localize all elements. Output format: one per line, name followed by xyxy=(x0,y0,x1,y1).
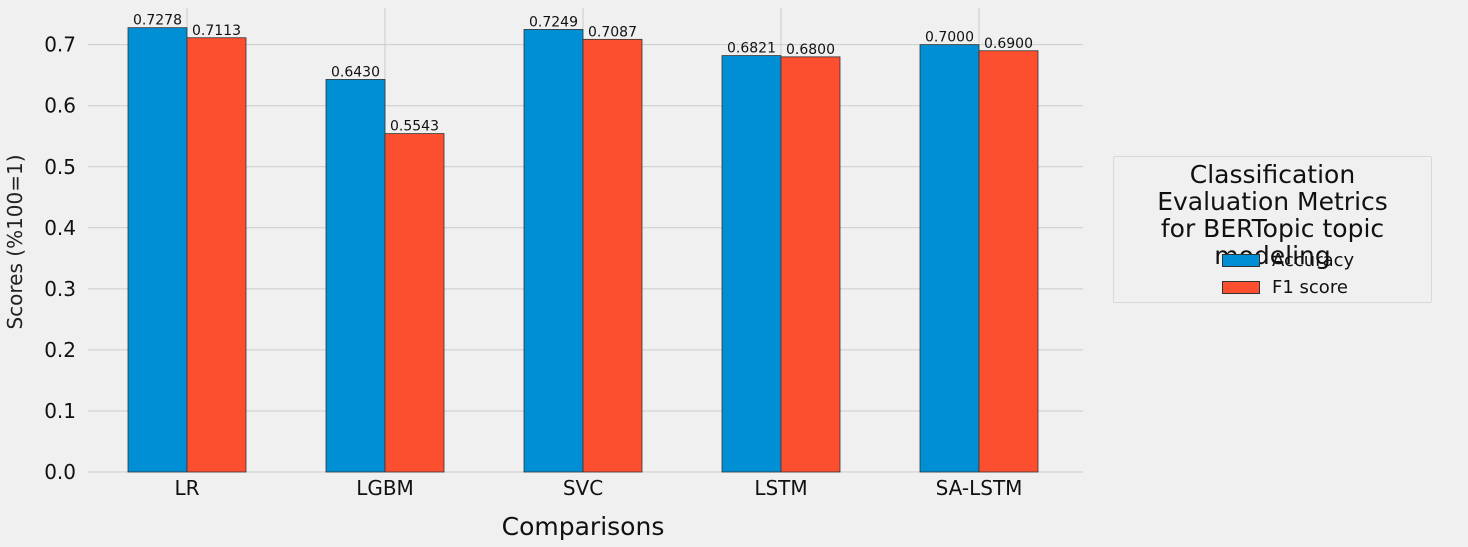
data-label: 0.6800 xyxy=(786,42,835,58)
y-tick-label: 0.0 xyxy=(44,460,76,484)
y-tick-labels: 0.0 0.1 0.2 0.3 0.4 0.5 0.6 0.7 xyxy=(44,33,76,484)
legend-label-accuracy: Accuracy xyxy=(1272,249,1355,271)
data-label: 0.7000 xyxy=(925,30,974,46)
x-tick-labels: LR LGBM SVC LSTM SA-LSTM xyxy=(174,476,1022,500)
legend-entry-f1-score: F1 score xyxy=(1222,275,1348,299)
bar-f1-score-lr xyxy=(186,37,247,473)
x-tick-label: LR xyxy=(174,476,199,500)
data-labels: 0.7278 0.6430 0.7249 0.6821 0.7000 0.7113 0.55… xyxy=(133,13,1033,135)
data-label: 0.7249 xyxy=(529,14,578,30)
bar-f1-score-svc xyxy=(582,38,643,473)
legend-swatch-accuracy xyxy=(1222,253,1260,267)
bar-accuracy-lgbm xyxy=(325,79,386,473)
bar-f1-score-sa-lstm xyxy=(978,50,1039,473)
y-tick-label: 0.6 xyxy=(44,94,76,118)
x-tick-label: LSTM xyxy=(754,476,807,500)
data-label: 0.6900 xyxy=(984,36,1033,52)
y-tick-label: 0.1 xyxy=(44,399,76,423)
data-label: 0.7278 xyxy=(133,13,182,29)
legend-label-f1-score: F1 score xyxy=(1272,276,1348,298)
bar-accuracy-sa-lstm xyxy=(919,44,980,473)
bar-f1-score-lstm xyxy=(780,56,841,473)
y-axis-label: Scores (%100=1) xyxy=(3,154,27,329)
bar-accuracy-lstm xyxy=(721,55,782,473)
bars xyxy=(127,27,1039,473)
legend-swatch-f1-score xyxy=(1222,280,1260,294)
bar-accuracy-svc xyxy=(523,29,584,473)
data-label: 0.6430 xyxy=(331,64,380,80)
y-tick-label: 0.3 xyxy=(44,277,76,301)
bar-accuracy-lr xyxy=(127,27,188,473)
y-tick-label: 0.7 xyxy=(44,33,76,57)
x-tick-label: SA-LSTM xyxy=(936,476,1023,500)
x-tick-label: LGBM xyxy=(356,476,414,500)
data-label: 0.5543 xyxy=(390,119,439,135)
bar-f1-score-lgbm xyxy=(384,133,445,473)
legend-title: Classification Evaluation Metrics for BE… xyxy=(1157,160,1388,270)
y-tick-label: 0.4 xyxy=(44,216,76,240)
legend: Classification Evaluation Metrics for BE… xyxy=(1113,156,1432,303)
data-label: 0.6821 xyxy=(727,41,776,57)
y-tick-label: 0.5 xyxy=(44,155,76,179)
x-tick-label: SVC xyxy=(563,476,603,500)
y-tick-label: 0.2 xyxy=(44,338,76,362)
data-label: 0.7087 xyxy=(588,24,637,40)
data-label: 0.7113 xyxy=(192,23,241,39)
x-axis-label: Comparisons xyxy=(502,512,665,541)
legend-entry-accuracy: Accuracy xyxy=(1222,248,1354,272)
